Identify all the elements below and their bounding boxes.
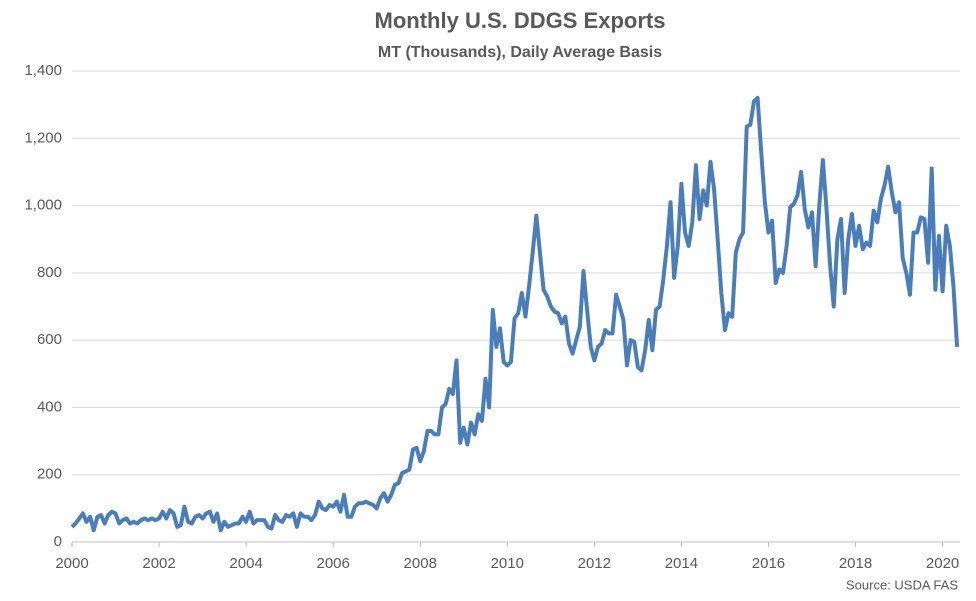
x-tick-label: 2006	[316, 555, 349, 572]
y-tick-label: 800	[37, 264, 62, 281]
x-tick-label: 2012	[578, 555, 611, 572]
y-tick-label: 1,000	[24, 197, 62, 214]
x-tick-label: 2000	[55, 555, 88, 572]
chart-title: Monthly U.S. DDGS Exports	[375, 8, 666, 33]
x-tick-label: 2020	[926, 555, 959, 572]
source-note: Source: USDA FAS	[846, 577, 958, 592]
x-tick-label: 2010	[491, 555, 524, 572]
x-tick-label: 2016	[752, 555, 785, 572]
chart-subtitle: MT (Thousands), Daily Average Basis	[378, 44, 662, 61]
y-tick-label: 600	[37, 331, 62, 348]
x-tick-label: 2004	[229, 555, 262, 572]
y-tick-label: 400	[37, 398, 62, 415]
x-tick-label: 2018	[839, 555, 872, 572]
x-tick-label: 2008	[404, 555, 437, 572]
y-tick-label: 200	[37, 466, 62, 483]
y-tick-label: 0	[54, 533, 62, 550]
y-tick-label: 1,400	[24, 62, 62, 79]
line-series	[70, 95, 960, 533]
y-tick-label: 1,200	[24, 129, 62, 146]
x-tick-label: 2002	[142, 555, 175, 572]
x-tick-label: 2014	[665, 555, 698, 572]
